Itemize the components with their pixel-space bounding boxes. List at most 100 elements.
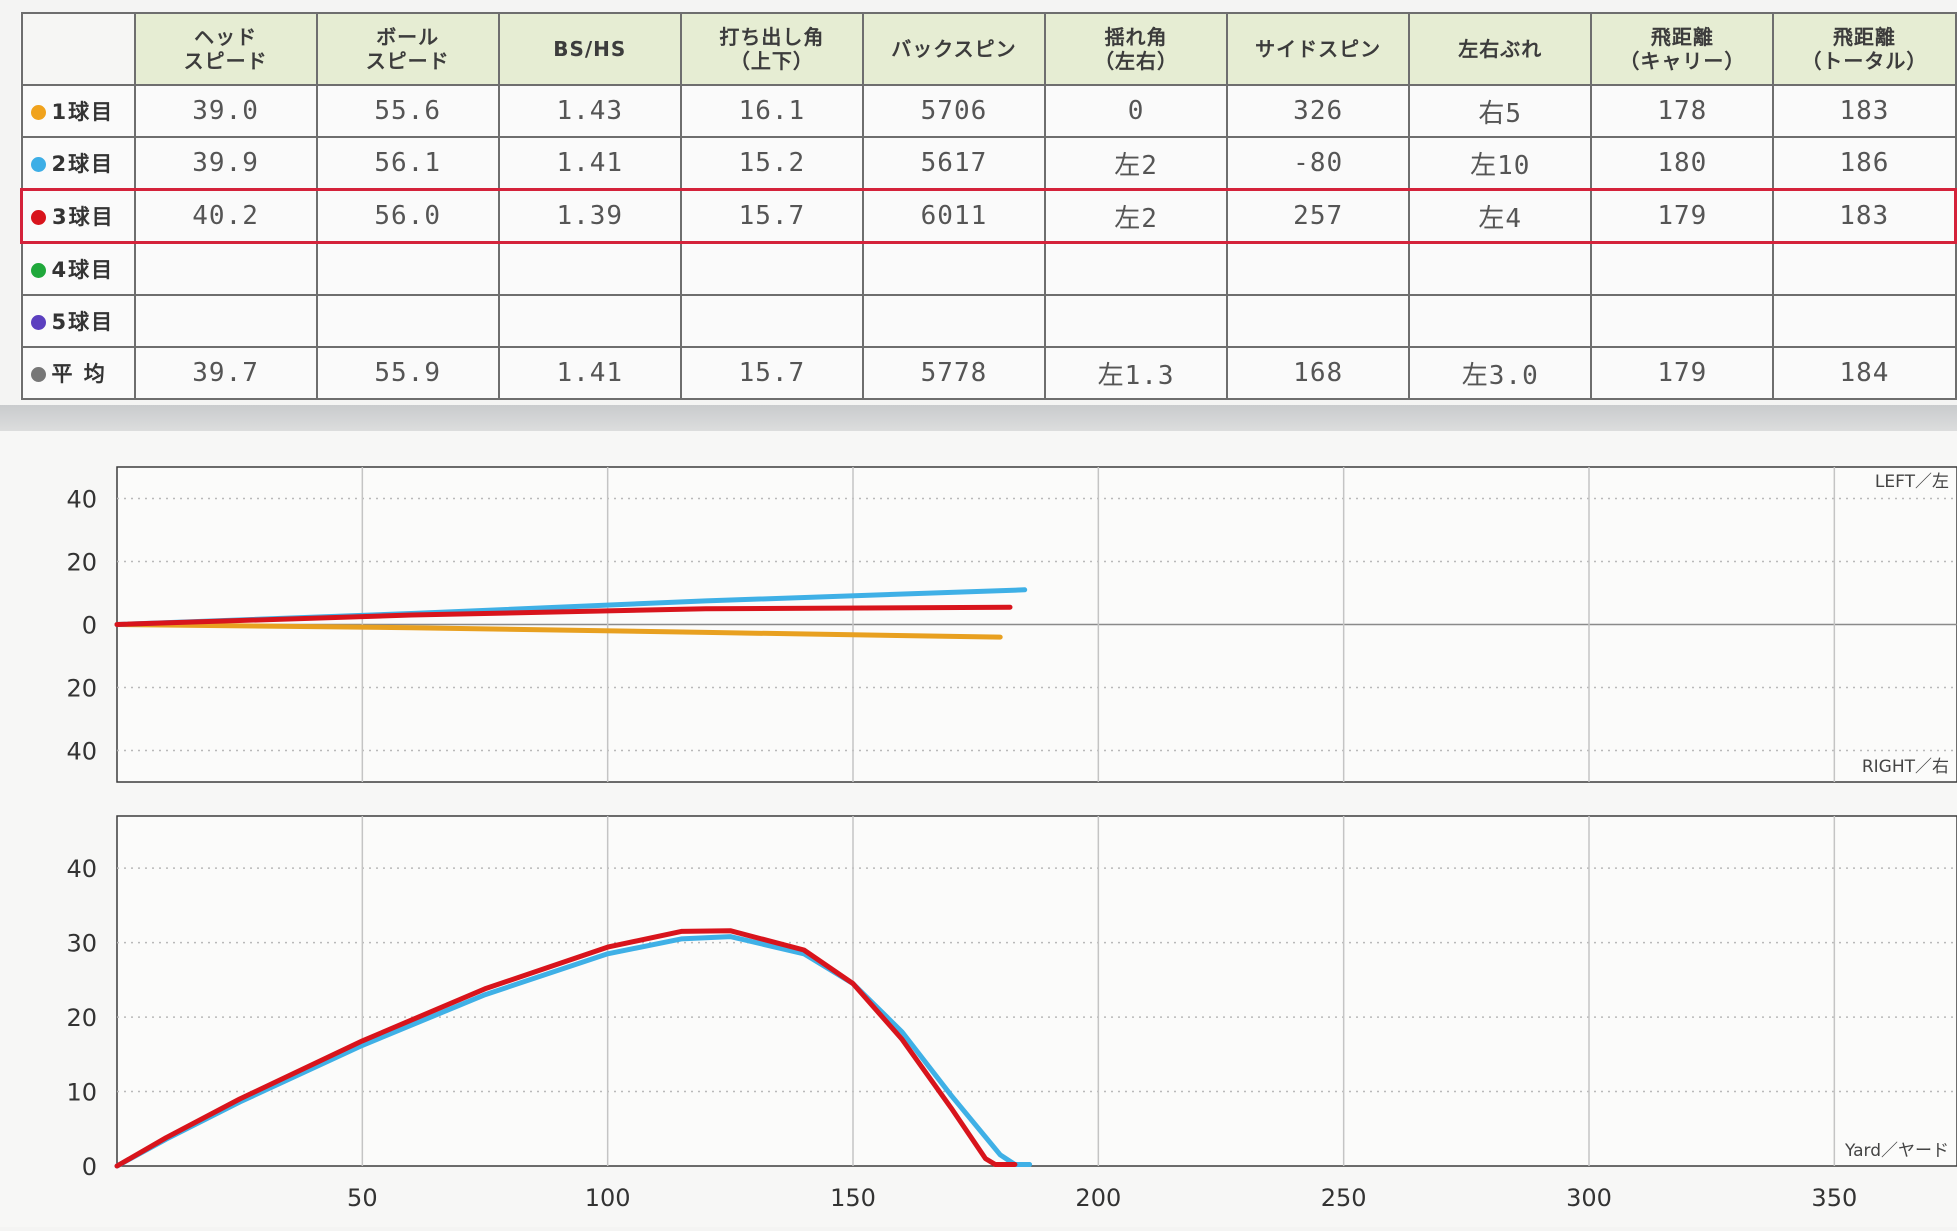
table-cell: 56.1 [315,136,500,191]
shot-data-table: ヘッド スピード ボール スピード BS/HS 打ち出し角 （上下） バックスピ… [19,12,1957,400]
row-label: 4球目 [20,241,136,296]
table-cell: 183 [1772,188,1957,244]
table-cell [679,241,864,296]
table-cell: 左10 [1408,136,1593,191]
table-cell: 左1.3 [1044,346,1229,400]
table-cell: 左4 [1408,188,1593,244]
table-cell: 180 [1590,136,1775,191]
table-cell: 6011 [861,188,1047,244]
table-cell: 39.0 [133,84,318,138]
table-cell [497,241,682,296]
row-label: 2球目 [20,136,136,191]
table-row[interactable]: 2球目 39.9 56.1 1.41 15.2 5617 左2 -80 左10 180 186 [20,136,1957,191]
header-head-speed: ヘッド スピード [133,12,318,86]
table-cell: 1.41 [497,136,682,191]
table-cell [1226,294,1411,348]
table-cell [1044,294,1229,348]
table-cell: 55.6 [315,84,500,138]
row-label-text: 5球目 [51,310,115,334]
row-label: 3球目 [19,188,136,244]
chart-1-y-tick-label: 10 [66,1079,97,1107]
table-cell [1772,294,1957,348]
chart-1-x-tick-label: 100 [585,1184,631,1212]
table-cell: 179 [1590,346,1775,400]
table-cell [1590,241,1775,296]
row-label-text: 平 均 [51,362,107,386]
table-cell: 40.2 [133,188,318,244]
chart-0-corner-label-top: LEFT／左 [1875,472,1949,492]
header-ball-speed: ボール スピード [315,12,500,86]
header-back-spin: バックスピン [861,12,1047,86]
table-cell: 左2 [1044,136,1229,191]
table-cell: 5617 [861,136,1047,191]
table-cell [861,241,1047,296]
table-cell [133,241,318,296]
table-cell: 326 [1226,84,1411,138]
header-side-angle: 揺れ角 （左右） [1044,12,1229,86]
table-row[interactable]: 3球目 40.2 56.0 1.39 15.7 6011 左2 257 左4 179 183 [19,188,1957,244]
table-cell: 168 [1226,346,1411,400]
chart-0-corner-label-bottom: RIGHT／右 [1862,757,1949,777]
table-cell: 179 [1590,188,1775,244]
chart-1-x-tick-label: 350 [1811,1184,1857,1212]
table-cell: 1.43 [497,84,682,138]
row-label-text: 4球目 [51,258,115,282]
table-cell: 56.0 [315,188,500,244]
row-label: 1球目 [20,84,136,138]
chart-1-y-tick-label: 0 [82,1153,97,1181]
header-side-spin: サイドスピン [1226,12,1411,86]
table-row[interactable]: 5球目 [20,294,1957,348]
table-cell: 55.9 [315,346,500,400]
table-cell: 186 [1772,136,1957,191]
header-carry: 飛距離 （キャリー） [1590,12,1775,86]
table-row[interactable]: 1球目 39.0 55.6 1.43 16.1 5706 0 326 右5 178 183 [20,84,1957,138]
chart-1-y-tick-label: 40 [66,855,97,883]
table-row[interactable]: 4球目 [20,241,1957,296]
chart-area: 40 20 0 20 40 LEFT／左 RIGHT／右 40 30 20 10 0 50 100 150 2… [0,431,1957,1227]
table-header-row: ヘッド スピード ボール スピード BS/HS 打ち出し角 （上下） バックスピ… [20,12,1957,86]
table-cell [1226,241,1411,296]
table-cell: 5706 [861,84,1047,138]
chart-0-y-tick-label: 40 [66,738,97,766]
chart-1-y-tick-label: 30 [66,930,97,958]
chart-1-x-tick-label: 150 [830,1184,876,1212]
series-dot-icon [30,157,46,172]
table-cell: 1.39 [497,188,682,244]
table-cell [1590,294,1775,348]
chart-0-y-tick-label: 20 [66,675,97,703]
chart-0-series-line [114,622,1003,640]
chart-1-corner-label-bottom: Yard／ヤード [1844,1141,1949,1161]
table-cell: 左3.0 [1408,346,1593,400]
chart-1-y-tick-label: 20 [66,1004,97,1032]
table-cell [315,294,500,348]
chart-0-series-line [114,604,1013,627]
chart-1-x-tick-label: 200 [1075,1184,1121,1212]
table-row[interactable]: 平 均 39.7 55.9 1.41 15.7 5778 左1.3 168 左3.0 179 184 [20,346,1957,400]
chart-1-series-line [114,928,1018,1169]
series-dot-icon [31,210,46,225]
row-label-text: 2球目 [51,152,115,176]
table-cell: 5778 [861,346,1047,400]
table-cell: 178 [1590,84,1775,138]
chart-1-plot-frame [116,815,1957,1167]
table-cell: 184 [1772,346,1957,400]
table-cell: 39.9 [133,136,318,191]
table-cell: -80 [1226,136,1411,191]
row-label-text: 1球目 [51,100,115,124]
table-cell: 16.1 [679,84,864,138]
table-cell [1044,241,1229,296]
chart-1-x-tick-label: 250 [1321,1184,1367,1212]
header-total: 飛距離 （トータル） [1772,12,1957,86]
header-launch-angle: 打ち出し角 （上下） [679,12,864,86]
series-dot-icon [30,105,46,120]
series-dot-icon [30,263,46,278]
table-cell: 257 [1226,188,1411,244]
table-cell: 右5 [1408,84,1593,138]
table-cell [861,294,1047,348]
series-dot-icon [30,315,46,330]
chart-0-y-tick-label: 0 [82,612,97,640]
shot-data-table-container: ヘッド スピード ボール スピード BS/HS 打ち出し角 （上下） バックスピ… [19,12,1957,400]
row-label-text: 3球目 [52,205,115,229]
table-cell: 39.7 [133,346,318,400]
